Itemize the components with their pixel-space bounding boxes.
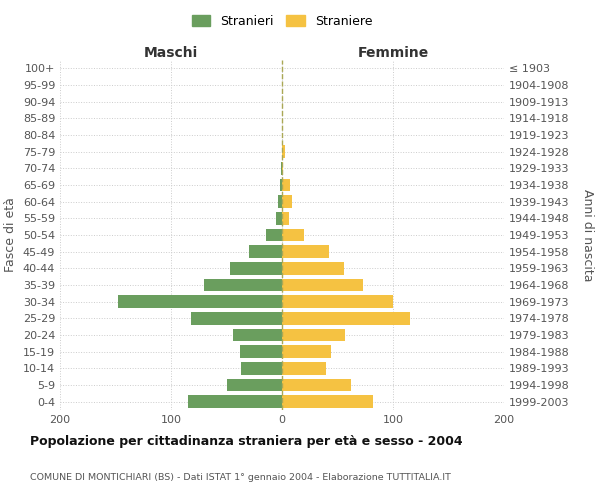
Bar xyxy=(282,296,393,308)
Bar xyxy=(191,312,282,324)
Bar xyxy=(233,329,282,341)
Bar xyxy=(227,379,282,391)
Bar xyxy=(240,346,282,358)
Bar xyxy=(282,212,289,224)
Bar xyxy=(278,196,282,208)
Bar xyxy=(188,396,282,408)
Text: Maschi: Maschi xyxy=(144,46,198,60)
Bar xyxy=(230,262,282,274)
Text: Femmine: Femmine xyxy=(358,46,428,60)
Bar xyxy=(280,179,282,191)
Bar xyxy=(282,229,304,241)
Bar xyxy=(282,162,283,174)
Bar xyxy=(249,246,282,258)
Bar xyxy=(282,246,329,258)
Bar xyxy=(282,196,292,208)
Bar xyxy=(282,179,290,191)
Text: COMUNE DI MONTICHIARI (BS) - Dati ISTAT 1° gennaio 2004 - Elaborazione TUTTITALI: COMUNE DI MONTICHIARI (BS) - Dati ISTAT … xyxy=(30,473,451,482)
Bar xyxy=(204,279,282,291)
Bar xyxy=(266,229,282,241)
Bar xyxy=(281,162,282,174)
Legend: Stranieri, Straniere: Stranieri, Straniere xyxy=(188,11,376,32)
Bar xyxy=(282,329,345,341)
Y-axis label: Anni di nascita: Anni di nascita xyxy=(581,188,594,281)
Bar xyxy=(282,312,410,324)
Bar xyxy=(241,362,282,374)
Bar xyxy=(282,379,351,391)
Bar xyxy=(118,296,282,308)
Bar xyxy=(277,212,282,224)
Bar xyxy=(282,346,331,358)
Text: Popolazione per cittadinanza straniera per età e sesso - 2004: Popolazione per cittadinanza straniera p… xyxy=(30,435,463,448)
Bar xyxy=(282,146,286,158)
Bar xyxy=(282,279,363,291)
Bar xyxy=(282,262,344,274)
Bar xyxy=(282,362,326,374)
Y-axis label: Fasce di età: Fasce di età xyxy=(4,198,17,272)
Bar xyxy=(282,396,373,408)
